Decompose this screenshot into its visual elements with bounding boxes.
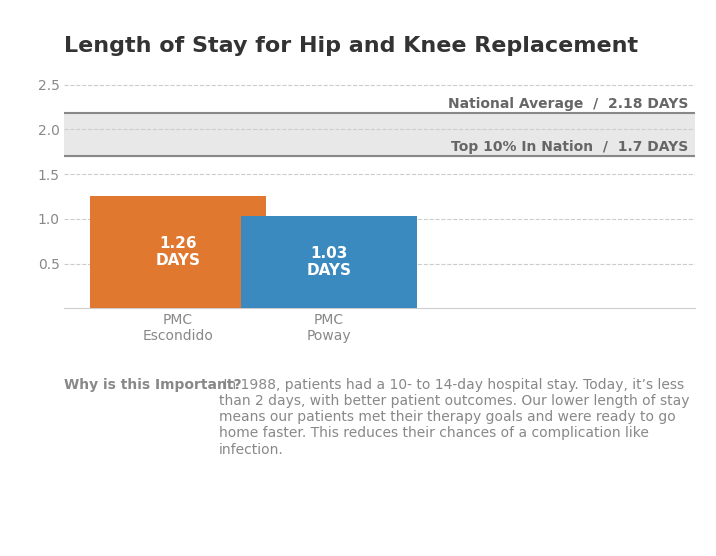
- Bar: [90, 196, 266, 309]
- Text: 1.03
DAYS: 1.03 DAYS: [306, 246, 352, 279]
- Text: National Average  /  2.18 DAYS: National Average / 2.18 DAYS: [448, 97, 688, 111]
- Bar: [64, 113, 695, 156]
- Text: Top 10% In Nation  /  1.7 DAYS: Top 10% In Nation / 1.7 DAYS: [451, 141, 688, 155]
- Text: Why is this Important?: Why is this Important?: [64, 378, 242, 392]
- Text: In 1988, patients had a 10- to 14-day hospital stay. Today, it’s less than 2 day: In 1988, patients had a 10- to 14-day ho…: [219, 378, 690, 456]
- Text: Length of Stay for Hip and Knee Replacement: Length of Stay for Hip and Knee Replacem…: [64, 36, 639, 56]
- Bar: [241, 216, 417, 309]
- Text: 1.26
DAYS: 1.26 DAYS: [155, 236, 200, 268]
